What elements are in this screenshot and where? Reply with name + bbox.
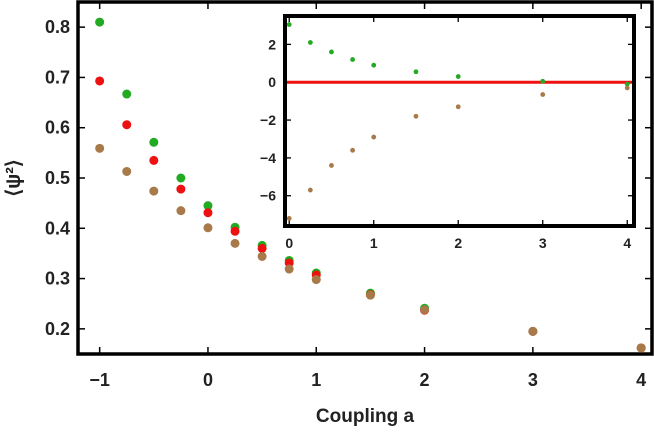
main-point-series-1	[95, 76, 105, 86]
x-tick-label: 1	[311, 370, 321, 390]
inset-point-series-0	[350, 57, 356, 62]
main-point-series-2	[230, 238, 240, 248]
inset-y-tick-label: −6	[260, 188, 276, 204]
y-tick-label: 0.3	[45, 269, 70, 289]
main-point-series-0	[176, 173, 186, 183]
inset-x-tick-label: 0	[285, 235, 293, 251]
y-tick-label: 0.7	[45, 67, 70, 87]
inset-y-tick-label: −2	[260, 112, 276, 128]
main-point-series-2	[284, 264, 294, 274]
main-point-series-1	[230, 226, 240, 236]
inset-point-series-0	[371, 62, 377, 68]
inset-y-tick-label: −4	[260, 150, 276, 166]
inset-x-tick-label: 3	[539, 235, 547, 251]
inset-x-tick-label: 1	[370, 235, 378, 251]
inset-point-series-0	[455, 74, 461, 79]
y-tick-label: 0.6	[45, 118, 70, 138]
x-axis-title: Coupling a	[316, 406, 415, 427]
inset-y-tick-label: 0	[268, 74, 276, 90]
main-point-series-2	[176, 206, 186, 216]
inset-frame	[283, 14, 636, 228]
x-tick-label: 4	[636, 370, 646, 390]
main-point-series-2	[203, 223, 213, 233]
main-point-series-2	[149, 186, 159, 196]
inset-point-series-0	[307, 40, 313, 45]
x-tick-label: 0	[203, 370, 213, 390]
main-point-series-0	[203, 201, 213, 211]
main-point-series-2	[95, 143, 105, 153]
inset-point-series-0	[413, 69, 419, 75]
main-point-series-2	[528, 326, 538, 336]
main-point-series-2	[420, 305, 430, 315]
inset-plot: 0 1 2 3 4 2 0 −2 −4 −6	[260, 14, 636, 251]
main-point-series-1	[149, 155, 159, 165]
main-point-series-2	[636, 343, 646, 353]
y-tick-label: 0.2	[45, 319, 70, 339]
main-point-series-1	[176, 184, 186, 194]
inset-point-series-1	[286, 216, 292, 221]
inset-point-series-1	[413, 113, 419, 119]
main-point-series-2	[311, 275, 321, 285]
inset-x-tick-label: 4	[623, 235, 631, 251]
inset-point-series-0	[329, 49, 334, 55]
inset-x-tick-label: 2	[454, 235, 462, 251]
main-point-series-0	[149, 137, 159, 147]
x-tick-label: 2	[420, 370, 430, 390]
inset-point-series-0	[540, 78, 546, 84]
main-point-series-2	[365, 290, 375, 300]
inset-point-series-1	[540, 92, 546, 97]
main-point-series-1	[203, 208, 213, 218]
y-tick-label: 0.5	[45, 168, 70, 188]
inset-y-tick-label: 2	[268, 36, 276, 52]
main-point-series-0	[95, 17, 105, 27]
main-plot: −1 0 1 2 3 4 0.2 0.3 0.4 0.5 0.6 0.7 0.8 Coupling a ⟨ψ…	[3, 0, 654, 427]
main-point-series-2	[257, 251, 267, 261]
x-tick-label: 3	[528, 370, 538, 390]
inset-point-series-1	[624, 85, 630, 91]
y-tick-label: 0.4	[45, 218, 70, 238]
main-point-series-0	[122, 89, 132, 99]
main-point-series-2	[122, 166, 132, 176]
inset-point-series-1	[371, 134, 377, 140]
y-tick-label: 0.8	[45, 17, 70, 37]
y-axis-title: ⟨ψ²⟩	[3, 159, 25, 196]
inset-point-series-1	[455, 104, 461, 110]
x-tick-label: −1	[89, 370, 110, 390]
main-point-series-1	[257, 243, 267, 253]
inset-point-series-0	[286, 22, 292, 27]
main-point-series-1	[122, 120, 132, 130]
inset-point-series-0	[624, 81, 630, 87]
inset-point-series-1	[350, 147, 356, 153]
inset-point-series-1	[307, 187, 313, 193]
inset-point-series-1	[329, 163, 334, 168]
